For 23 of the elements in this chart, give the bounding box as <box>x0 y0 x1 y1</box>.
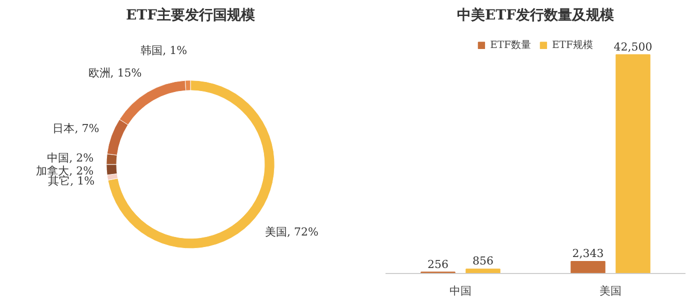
bar <box>466 268 500 274</box>
data-label: , 72% <box>287 226 318 239</box>
legend-label: ETF规模 <box>552 38 593 52</box>
slice-label: 其它 <box>48 174 70 188</box>
data-label: 256 <box>428 258 448 271</box>
data-label: , 2% <box>69 151 94 164</box>
data-label: , 1% <box>70 174 95 188</box>
slice-label: 韩国 <box>140 44 163 58</box>
data-label: , 1% <box>162 44 188 58</box>
slice-label: 中国 <box>47 151 70 164</box>
data-label: 42,500 <box>614 40 652 54</box>
data-label: 2,343 <box>572 247 604 260</box>
slice-label: 欧洲 <box>88 66 110 80</box>
legend-label: ETF数量 <box>490 39 531 52</box>
data-label: 856 <box>472 254 494 268</box>
chart-title: 中美ETF发行数量及规模 <box>456 6 616 24</box>
bar <box>616 54 650 274</box>
chart-title: ETF主要发行国规模 <box>126 6 256 24</box>
data-label: , 15% <box>110 66 142 80</box>
bar <box>570 260 606 274</box>
slice-label: 美国 <box>265 226 288 239</box>
data-label: , 7% <box>74 122 100 135</box>
slice-label: 日本 <box>52 122 75 135</box>
